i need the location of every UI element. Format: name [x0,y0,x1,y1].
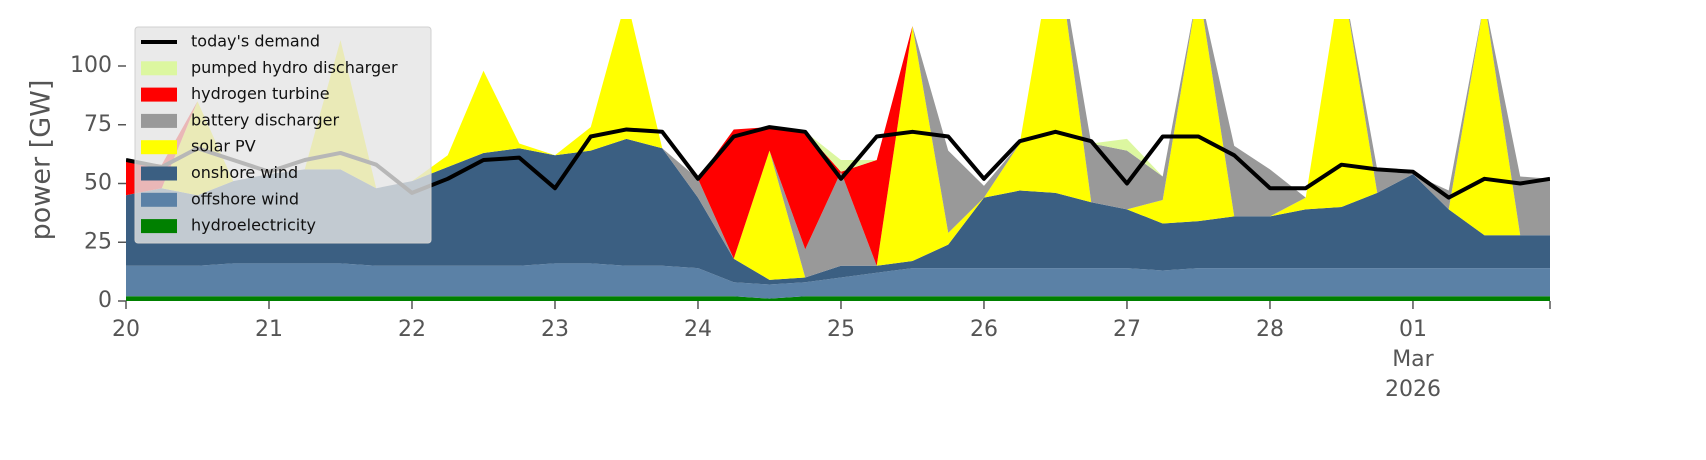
legend-swatch [141,87,177,102]
legend-label: solar PV [191,137,256,156]
x-tick-label: 22 [397,317,426,342]
y-tick-label: 50 [84,171,112,196]
x-tick-label: 25 [826,317,855,342]
legend: today's demand pumped hydro discharger hyd… [134,26,432,244]
legend-label: pumped hydro discharger [191,58,398,77]
area [126,19,1550,198]
y-tick-label: 25 [84,229,112,254]
x-tick-label: 01 Mar 2026 [1384,317,1441,402]
legend-swatch [141,166,177,181]
x-tick-label: 20 [112,317,140,342]
x-tick-label: 28 [1255,317,1284,342]
x-tick-label: 21 [254,317,283,342]
y-tick-label: 100 [70,53,112,78]
legend-label: hydrogen turbine [191,84,330,103]
x-tick-label: 26 [969,317,998,342]
legend-label: offshore wind [191,189,299,208]
y-axis-label: power [GW] [26,80,57,241]
y-tick-label: 0 [98,288,112,313]
area [126,19,1550,278]
y-tick-label: 75 [84,112,112,137]
area [126,138,1550,285]
area [126,19,1550,280]
x-tick-label: 27 [1112,317,1141,342]
legend-swatch [141,219,177,234]
x-tick-label: 24 [683,317,712,342]
area [126,263,1550,299]
legend-label: hydroelectricity [191,216,316,235]
legend-label: today's demand [191,32,320,51]
plot-area [126,19,1550,301]
legend-swatch [141,140,177,155]
legend-swatch [141,61,177,76]
legend-swatch [141,113,177,128]
legend-swatch [141,192,177,207]
area [126,296,1550,301]
legend-box [134,26,432,244]
legend-label: onshore wind [191,163,298,182]
legend-label: battery discharger [191,110,339,129]
x-tick-label: 23 [540,317,569,342]
